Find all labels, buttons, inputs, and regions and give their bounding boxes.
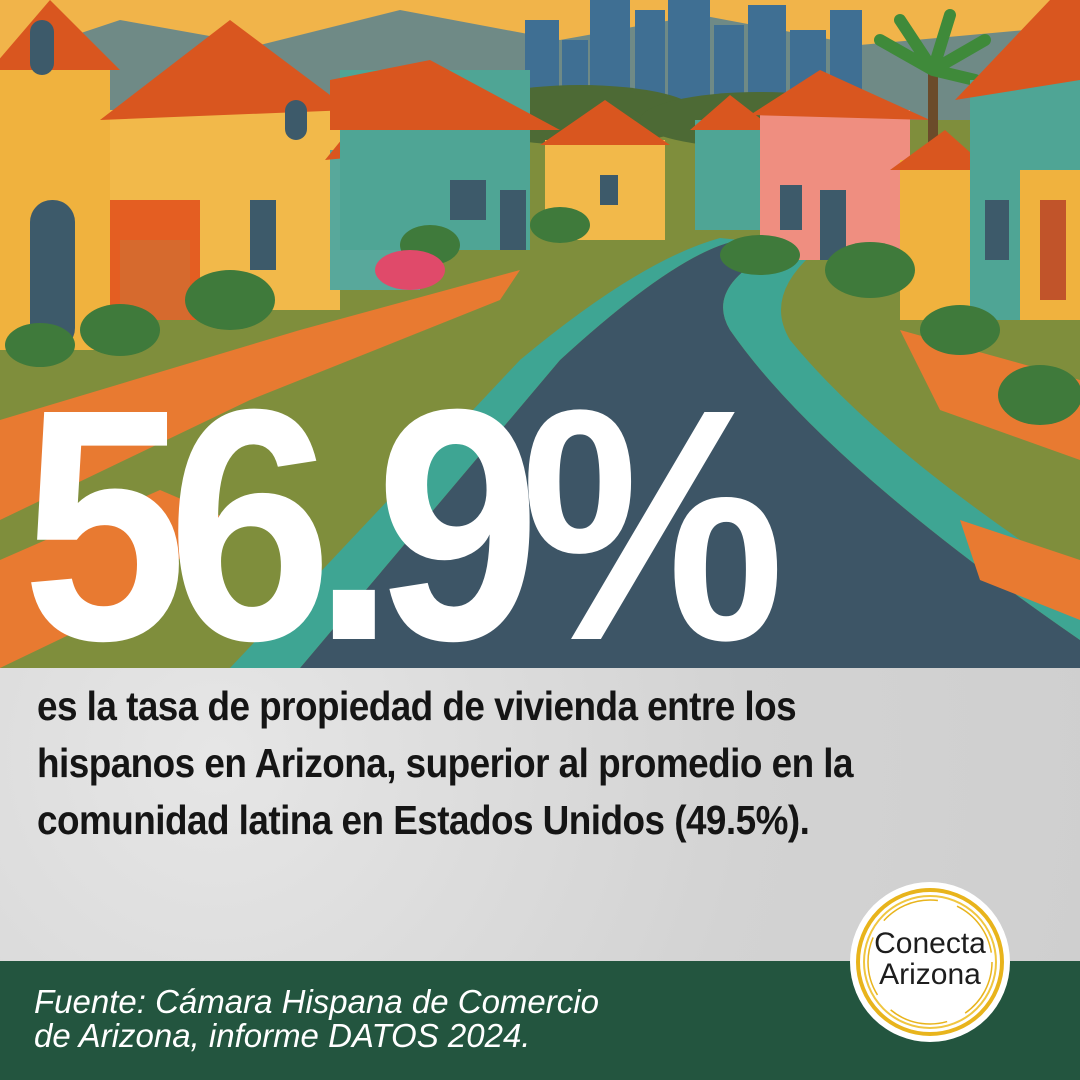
headline-percentage: 56.9% — [22, 340, 785, 709]
source-citation: Fuente: Cámara Hispana de Comercio de Ar… — [34, 985, 754, 1053]
conecta-arizona-logo: Conecta Arizona — [852, 884, 1008, 1040]
logo-line-2: Arizona — [879, 958, 981, 991]
logo-line-1: Conecta — [874, 927, 986, 960]
street-illustration — [0, 0, 1080, 668]
source-line-2: de Arizona, informe DATOS 2024. — [34, 1017, 531, 1054]
statement-text: es la tasa de propiedad de vivienda entr… — [37, 683, 854, 843]
source-line-1: Fuente: Cámara Hispana de Comercio — [34, 983, 599, 1020]
